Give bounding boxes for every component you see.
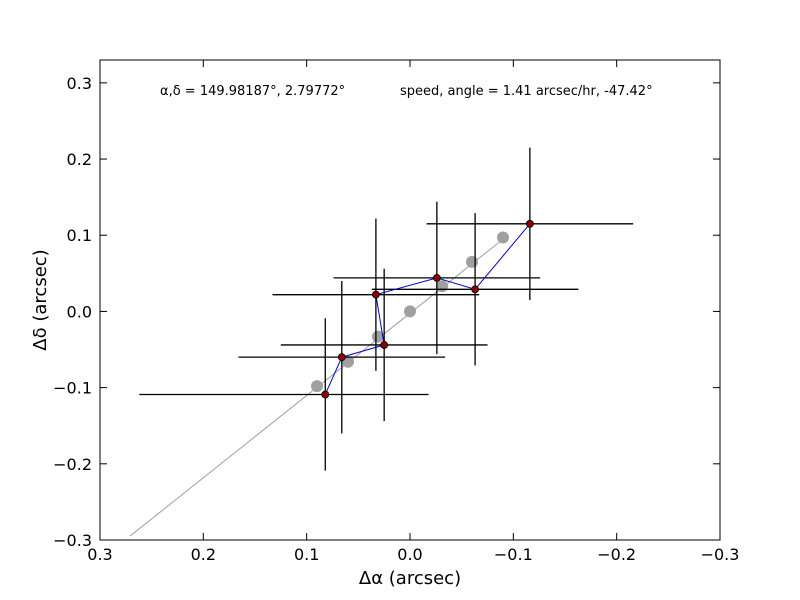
ticks-layer: 0.3 0.2 0.1 0.0 −0.1 −0.2 −0.3 −0.3 −0.2 −0.1 0.0 0… <box>53 60 739 564</box>
plot-frame <box>99 59 721 541</box>
model-point <box>497 231 509 244</box>
y-tick-label: 0.0 <box>67 302 92 321</box>
y-tick-label: −0.2 <box>53 455 92 474</box>
y-tick-label: −0.3 <box>53 531 92 550</box>
y-tick-label: 0.1 <box>67 226 92 245</box>
plot-layer <box>129 147 634 537</box>
speed-annotation: speed, angle = 1.41 arcsec/hr, -47.42° <box>400 84 653 99</box>
y-tick-label: 0.3 <box>67 74 92 93</box>
x-tick-label: 0.2 <box>191 545 216 564</box>
y-tick-label: 0.2 <box>67 150 92 169</box>
x-tick-label: −0.3 <box>701 545 740 564</box>
x-tick-label: −0.2 <box>597 545 636 564</box>
y-axis-label: Δδ (arcsec) <box>30 249 51 350</box>
y-tick-label: −0.1 <box>53 379 92 398</box>
measurement-point <box>432 274 441 282</box>
x-tick-label: 0.3 <box>87 545 112 564</box>
model-point <box>404 305 416 318</box>
model-point <box>436 280 449 293</box>
x-tick-label: 0.1 <box>294 545 319 564</box>
model-point <box>311 380 323 393</box>
measurement-point <box>371 290 380 299</box>
model-point <box>371 330 384 343</box>
position-annotation: α,δ = 149.98187°, 2.79772° <box>160 84 345 99</box>
measurement-point <box>525 219 534 228</box>
measurement-path <box>324 223 531 395</box>
model-point <box>466 255 478 268</box>
x-tick-label: −0.1 <box>494 545 533 564</box>
measurement-point <box>380 341 389 349</box>
x-axis-label: Δα (arcsec) <box>359 568 461 589</box>
x-tick-label: 0.0 <box>397 545 422 564</box>
measurement-point <box>471 285 480 294</box>
measurement-point <box>321 390 330 399</box>
measurement-point <box>337 353 346 362</box>
